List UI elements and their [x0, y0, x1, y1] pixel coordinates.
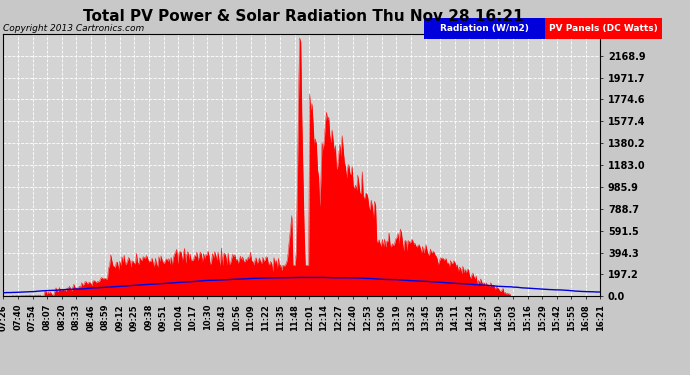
Text: Copyright 2013 Cartronics.com: Copyright 2013 Cartronics.com [3, 24, 145, 33]
Text: PV Panels (DC Watts): PV Panels (DC Watts) [549, 24, 658, 33]
Text: Total PV Power & Solar Radiation Thu Nov 28 16:21: Total PV Power & Solar Radiation Thu Nov… [83, 9, 524, 24]
Text: Radiation (W/m2): Radiation (W/m2) [440, 24, 529, 33]
